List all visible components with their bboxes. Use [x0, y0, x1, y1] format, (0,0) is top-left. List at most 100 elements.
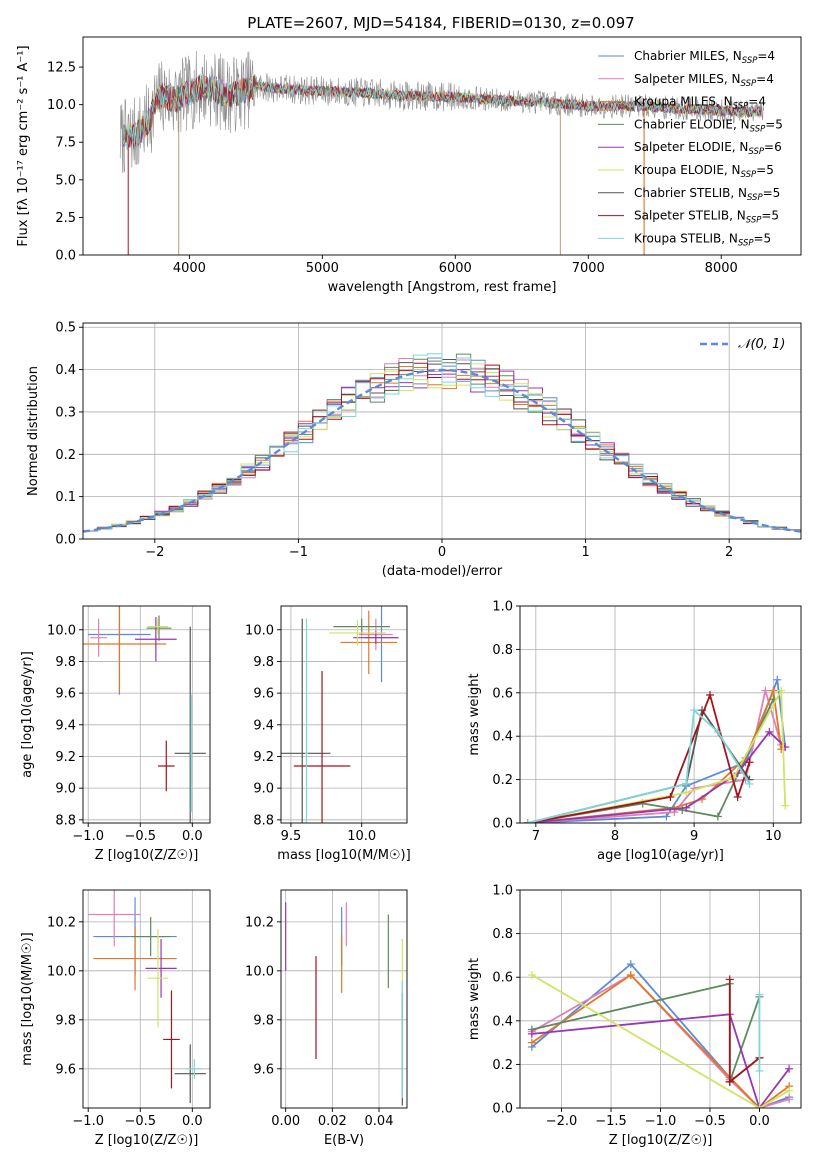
residual-histogram-6	[83, 363, 801, 532]
age-vs-mass-panel-frame	[280, 605, 408, 824]
legend-label-subscript: SSP	[746, 216, 762, 226]
legend-label-value: =4	[748, 95, 766, 109]
legend-label-5: Salpeter ELODIE, NSSP=6	[634, 140, 782, 157]
legend-label-9: Kroupa STELIB, NSSP=5	[634, 231, 771, 248]
legend-label-subscript: SSP	[741, 170, 757, 180]
mass-vs-EBV-panel-frame	[280, 889, 408, 1109]
mass-weight-vs-age-panel-ytick-label: 0.8	[492, 643, 513, 658]
residuals-panel-xtick-label: −1	[289, 545, 308, 560]
legend-label-value: =5	[754, 231, 772, 245]
mass-weight-vs-age-panel-xtick-label: 7	[532, 829, 540, 844]
residuals-panel-ytick-label: 0.0	[55, 533, 76, 548]
residuals-panel-ytick-label: 0.1	[55, 490, 76, 505]
legend-label-text: Chabrier MILES, N	[634, 49, 742, 63]
mass-weight-vs-Z-panel-xtick-label: −1.5	[595, 1114, 627, 1129]
legend-label-3: Kroupa MILES, NSSP=4	[634, 95, 766, 112]
residuals-panel-xlabel: (data-model)/error	[382, 564, 503, 579]
mass-vs-Z-panel-plot-area	[88, 890, 206, 1104]
legend-label-subscript: SSP	[750, 124, 766, 134]
spectrum-panel-ytick-label: 2.5	[55, 211, 76, 226]
legend-label-6: Kroupa ELODIE, NSSP=5	[634, 163, 774, 180]
normal-legend-label: 𝒩(0, 1)	[738, 337, 785, 352]
age-vs-mass-panel-xtick-label: 9.5	[281, 829, 302, 844]
age-vs-mass-panel-ytick-label: 8.8	[253, 813, 274, 828]
legend-label-value: =4	[757, 49, 775, 63]
age-vs-Z-panel-ylabel: age [log10(age/yr)]	[20, 651, 35, 778]
mass-vs-Z-panel-xtick-label: −0.5	[124, 1114, 156, 1129]
mass-vs-Z-panel-frame	[82, 889, 211, 1109]
mass-weight-vs-Z-panel-ytick-label: 0.2	[492, 1058, 513, 1073]
mass-weight-vs-Z-panel-xtick-label: −1.0	[645, 1114, 677, 1129]
spectrum-panel-ytick-label: 5.0	[55, 173, 76, 188]
legend-label-text: Chabrier ELODIE, N	[634, 117, 750, 131]
model-fit-line-7	[122, 74, 762, 149]
age-vs-mass-panel-xtick-label: 10.0	[347, 829, 376, 844]
legend-label-value: =5	[763, 186, 781, 200]
mass-vs-EBV-panel-xtick-label: 0.02	[318, 1114, 347, 1129]
age-vs-Z-panel-ytick-label: 9.6	[55, 687, 76, 702]
mass-vs-EBV-panel-ytick-label: 9.8	[253, 1013, 274, 1028]
mass-weight-vs-age-panel-series-line-2	[527, 690, 783, 823]
legend-label-4: Chabrier ELODIE, NSSP=5	[634, 117, 783, 134]
spectrum-panel-xtick-label: 8000	[705, 261, 738, 276]
legend-label-text: Salpeter ELODIE, N	[634, 140, 748, 154]
age-vs-Z-panel-ytick-label: 10.0	[47, 623, 76, 638]
mass-weight-vs-age-panel-ytick-label: 1.0	[492, 600, 513, 615]
mass-weight-vs-Z-panel-xtick-label: −0.5	[694, 1114, 726, 1129]
residuals-panel-ytick-label: 0.3	[55, 405, 76, 420]
mass-weight-vs-age-panel-frame	[519, 605, 802, 824]
mass-vs-Z-panel-xtick-label: 0.0	[182, 1114, 203, 1129]
mass-weight-vs-age-panel-xtick-label: 9	[690, 829, 698, 844]
mass-weight-vs-age-panel-ytick-label: 0.2	[492, 773, 513, 788]
age-vs-Z-panel-ytick-label: 9.8	[55, 655, 76, 670]
mass-weight-vs-Z-panel-xlabel: Z [log10(Z/Z☉)]	[609, 1133, 713, 1148]
legend-label-1: Chabrier MILES, NSSP=4	[634, 49, 775, 66]
mass-weight-vs-age-panel-ytick-label: 0.6	[492, 686, 513, 701]
mass-weight-vs-Z-panel-ytick-label: 0.0	[492, 1102, 513, 1117]
mass-vs-Z-panel-ylabel: mass [log10(M/M☉)]	[20, 932, 35, 1065]
mass-vs-Z-panel-ytick-label: 10.0	[47, 964, 76, 979]
residuals-panel-plot-area	[83, 353, 801, 533]
legend-label-text: Salpeter MILES, N	[634, 72, 741, 86]
mass-vs-EBV-panel-xlabel: E(B-V)	[324, 1133, 364, 1148]
spectrum-panel-xtick-label: 5000	[306, 261, 339, 276]
residuals-panel-xtick-label: 0	[438, 545, 446, 560]
spectrum-panel-plot-area	[119, 50, 765, 255]
age-vs-Z-panel-plot-area	[83, 606, 206, 823]
legend-label-text: Kroupa MILES, N	[634, 95, 733, 109]
legend-label-text: Chabrier STELIB, N	[634, 186, 747, 200]
mass-vs-Z-panel-xlabel: Z [log10(Z/Z☉)]	[95, 1133, 199, 1148]
spectrum-panel-xlabel: wavelength [Angstrom, rest frame]	[328, 280, 557, 295]
age-vs-mass-panel: 9.5 10.0 8.8 9.0 9.2 9.4 9.6 9.8 10.0 mass [log10…	[245, 605, 411, 863]
legend-label-7: Chabrier STELIB, NSSP=5	[634, 186, 780, 203]
legend-label-subscript: SSP	[738, 238, 754, 248]
legend-label-text: Kroupa ELODIE, N	[634, 163, 741, 177]
mass-vs-EBV-panel-ytick-label: 9.6	[253, 1062, 274, 1077]
legend-label-value: =4	[756, 72, 774, 86]
age-vs-Z-panel-ytick-label: 8.8	[55, 813, 76, 828]
mass-weight-vs-age-panel-ytick-label: 0.4	[492, 730, 513, 745]
spectrum-panel-xtick-label: 6000	[439, 261, 472, 276]
legend-label-8: Salpeter STELIB, NSSP=5	[634, 209, 779, 226]
age-vs-Z-panel-ytick-label: 9.0	[55, 782, 76, 797]
mass-weight-vs-Z-panel-ylabel: mass weight	[467, 958, 482, 1040]
mass-vs-Z-panel-xtick-label: −1.0	[72, 1114, 104, 1129]
legend-label-value: =5	[761, 209, 779, 223]
legend-label-value: =5	[756, 163, 774, 177]
age-vs-Z-panel-frame	[82, 605, 211, 824]
age-vs-mass-panel-ytick-label: 9.6	[253, 687, 274, 702]
residuals-panel-xtick-label: 2	[725, 545, 733, 560]
mass-weight-vs-age-panel-ytick-label: 0.0	[492, 817, 513, 832]
age-vs-mass-panel-ytick-label: 9.8	[253, 655, 274, 670]
mass-weight-vs-Z-panel-ytick-label: 1.0	[492, 884, 513, 899]
legend-label-text: Kroupa STELIB, N	[634, 231, 738, 245]
mass-weight-vs-Z-panel-series-line-5	[531, 1013, 790, 1108]
mass-weight-vs-age-panel-series-line-3	[527, 687, 783, 823]
age-vs-Z-panel: −1.0 −0.5 0.0 8.8 9.0 9.2 9.4 9.6 9.8 10.0 Z [log1…	[20, 605, 211, 863]
normal-distribution-curve	[83, 368, 801, 533]
legend-label-subscript: SSP	[733, 102, 749, 112]
residuals-panel: −2 −1 0 1 2 0.0 0.1 0.2 0.3 0.4 0.5 (data-model)/er…	[26, 321, 802, 579]
